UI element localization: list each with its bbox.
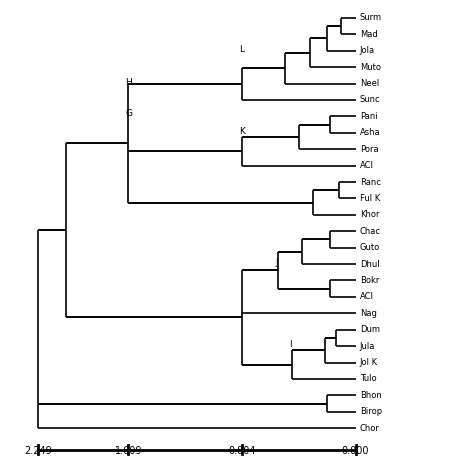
- Text: K: K: [239, 127, 245, 136]
- Text: Dum: Dum: [360, 325, 380, 334]
- Text: Neel: Neel: [360, 79, 379, 88]
- Text: 0.804: 0.804: [228, 446, 256, 456]
- Text: Dhul: Dhul: [360, 260, 380, 269]
- Text: H: H: [126, 78, 132, 87]
- Text: Bhon: Bhon: [360, 391, 382, 400]
- Text: Sunc: Sunc: [360, 95, 381, 104]
- Text: Bokr: Bokr: [360, 276, 379, 285]
- Text: G: G: [126, 109, 132, 118]
- Text: Surm: Surm: [360, 13, 382, 22]
- Text: 1.609: 1.609: [115, 446, 142, 456]
- Text: ACI: ACI: [360, 161, 374, 170]
- Text: Chor: Chor: [360, 424, 380, 433]
- Text: J: J: [275, 258, 278, 267]
- Text: Jol K: Jol K: [360, 358, 378, 367]
- Text: Ful K: Ful K: [360, 194, 380, 203]
- Text: Birop: Birop: [360, 407, 382, 416]
- Text: Pani: Pani: [360, 112, 377, 121]
- Text: Nag: Nag: [360, 309, 377, 318]
- Text: Tulo: Tulo: [360, 374, 376, 383]
- Text: Asha: Asha: [360, 128, 381, 137]
- Text: 0.000: 0.000: [342, 446, 369, 456]
- Text: Muto: Muto: [360, 63, 381, 72]
- Text: Khor: Khor: [360, 210, 379, 219]
- Text: Ranc: Ranc: [360, 177, 381, 186]
- Text: Jula: Jula: [360, 342, 375, 351]
- Text: Jola: Jola: [360, 46, 375, 55]
- Text: L: L: [239, 45, 244, 54]
- Text: Pora: Pora: [360, 145, 378, 154]
- Text: Mad: Mad: [360, 30, 378, 39]
- Text: ACI: ACI: [360, 292, 374, 301]
- Text: Guto: Guto: [360, 243, 380, 252]
- Text: Chac: Chac: [360, 227, 381, 236]
- Text: I: I: [289, 340, 292, 349]
- Text: 2.249: 2.249: [24, 446, 52, 456]
